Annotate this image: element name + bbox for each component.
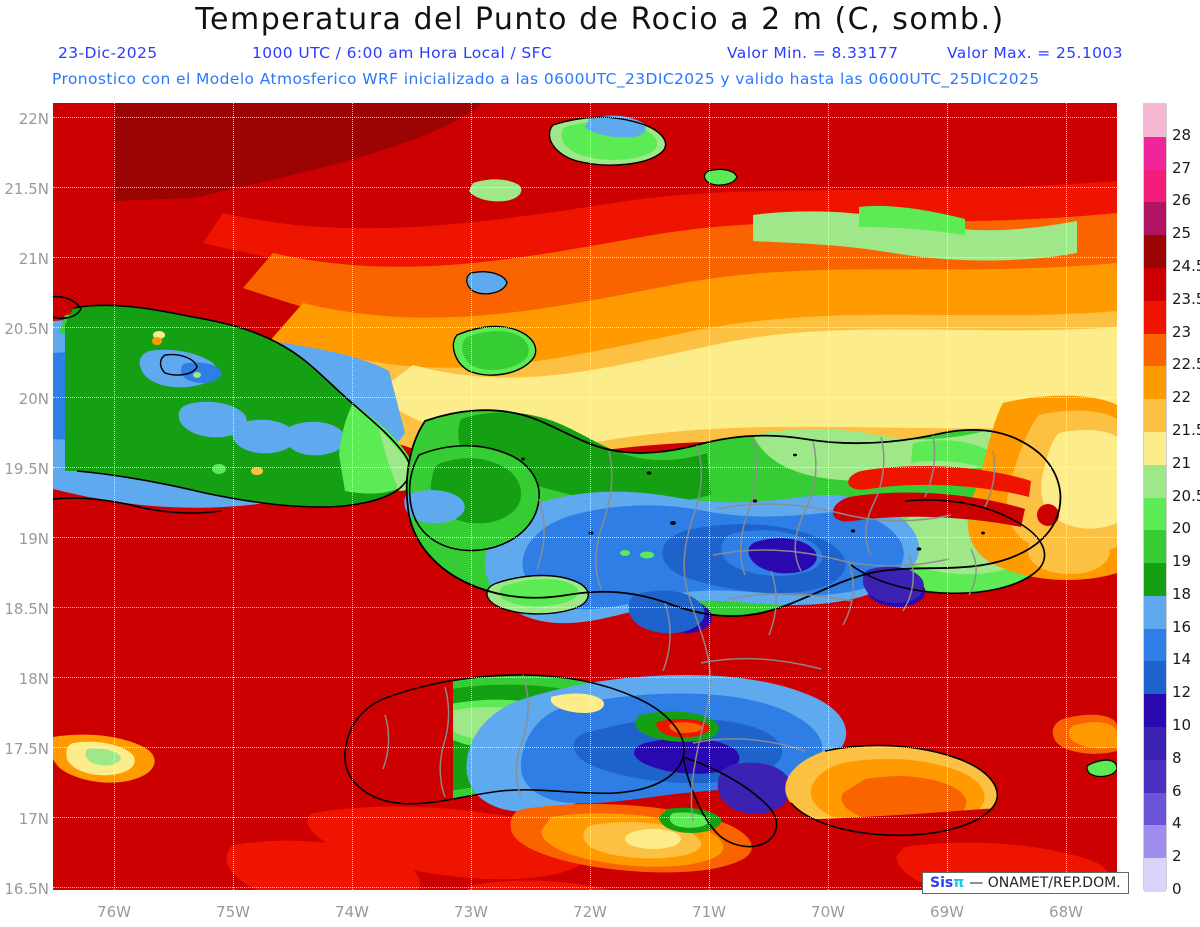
colorbar-band: [1144, 300, 1166, 335]
y-tick-label: 17.5N: [4, 740, 49, 758]
forecast-date: 23-Dic-2025: [58, 44, 158, 62]
colorbar-tick-label: 22.5: [1172, 355, 1200, 374]
y-tick-label: 21N: [18, 250, 49, 268]
colorbar-tick-label: 23: [1172, 322, 1192, 341]
colorbar-band: [1144, 202, 1166, 236]
y-tick-label: 20N: [18, 390, 49, 408]
colorbar-band: [1144, 497, 1166, 531]
colorbar-tick-label: 21: [1172, 453, 1192, 472]
x-tick-label: 75W: [216, 903, 250, 921]
colorbar-tick-label: 26: [1172, 191, 1192, 210]
colorbar-band: [1144, 595, 1166, 630]
y-tick-label: 19N: [18, 530, 49, 548]
y-tick-label: 20.5N: [4, 320, 49, 338]
x-tick-label: 72W: [573, 903, 607, 921]
colorbar-band: [1144, 727, 1166, 761]
colorbar-band: [1144, 563, 1166, 597]
chart-header: Temperatura del Punto de Rocio a 2 m (C,…: [0, 0, 1200, 95]
y-tick-label: 18.5N: [4, 600, 49, 618]
colorbar-band: [1144, 169, 1166, 203]
colorbar-tick-label: 10: [1172, 716, 1192, 735]
colorbar-tick-label: 6: [1172, 781, 1182, 800]
colorbar-band: [1144, 694, 1166, 728]
colorbar-band: [1144, 431, 1166, 466]
colorbar-tick-label: 20: [1172, 519, 1192, 538]
colorbar-tick-label: 16: [1172, 617, 1192, 636]
colorbar-tick-label: 19: [1172, 552, 1192, 571]
x-tick-label: 76W: [97, 903, 131, 921]
logo-pi-icon: π: [953, 875, 965, 891]
y-tick-label: 18N: [18, 670, 49, 688]
colorbar-tick-label: 28: [1172, 125, 1192, 144]
colorbar-tick-label: 18: [1172, 584, 1192, 603]
colorbar-tick-label: 27: [1172, 158, 1192, 177]
colorbar-band: [1144, 366, 1166, 400]
logo-sis-text: Sis: [930, 875, 954, 891]
colorbar-tick-label: 2: [1172, 847, 1182, 866]
x-tick-label: 68W: [1049, 903, 1083, 921]
colorbar-band: [1144, 235, 1166, 269]
colorbar-band: [1144, 399, 1166, 433]
colorbar-tick-label: 14: [1172, 650, 1192, 669]
colorbar-tick-label: 12: [1172, 683, 1192, 702]
colorbar-tick-label: 8: [1172, 748, 1182, 767]
y-tick-label: 16.5N: [4, 880, 49, 898]
colorbar-tick-label: 20.5: [1172, 486, 1200, 505]
y-tick-label: 17N: [18, 810, 49, 828]
colorbar-band: [1144, 759, 1166, 794]
colorbar-tick-label: 23.5: [1172, 289, 1200, 308]
x-tick-label: 74W: [335, 903, 369, 921]
y-tick-label: 21.5N: [4, 180, 49, 198]
x-tick-label: 69W: [930, 903, 964, 921]
logo-org-text: — ONAMET/REP.DOM.: [969, 875, 1121, 891]
colorbar-band: [1144, 661, 1166, 695]
x-tick-label: 71W: [692, 903, 726, 921]
colorbar-tick-label: 25: [1172, 224, 1192, 243]
dewpoint-contour-field: [53, 103, 1117, 890]
colorbar-band: [1144, 136, 1166, 171]
colorbar-tick-label: 22: [1172, 388, 1192, 407]
value-min: Valor Min. = 8.33177: [727, 44, 899, 62]
attribution-logo: Sis π — ONAMET/REP.DOM.: [922, 872, 1129, 894]
colorbar-tick-label: 0: [1172, 880, 1182, 898]
forecast-time: 1000 UTC / 6:00 am Hora Local / SFC: [252, 44, 553, 62]
colorbar-tick-label: 4: [1172, 814, 1182, 833]
colorbar-band: [1144, 104, 1166, 138]
colorbar-tick-label: 24.5: [1172, 256, 1200, 275]
map-plot-area: [53, 103, 1117, 890]
forecast-description: Pronostico con el Modelo Atmosferico WRF…: [52, 70, 1040, 88]
colorbar-band: [1144, 858, 1166, 892]
x-tick-label: 70W: [811, 903, 845, 921]
y-tick-label: 19.5N: [4, 460, 49, 478]
y-tick-label: 22N: [18, 110, 49, 128]
colorbar-band: [1144, 333, 1166, 367]
colorbar-tick-label: 21.5: [1172, 420, 1200, 439]
colorbar: [1143, 103, 1167, 892]
colorbar-band: [1144, 267, 1166, 302]
colorbar-band: [1144, 792, 1166, 827]
colorbar-band: [1144, 628, 1166, 663]
x-tick-label: 73W: [454, 903, 488, 921]
colorbar-band: [1144, 464, 1166, 499]
colorbar-band: [1144, 825, 1166, 859]
colorbar-band: [1144, 530, 1166, 564]
value-max: Valor Max. = 25.1003: [947, 44, 1123, 62]
page-title: Temperatura del Punto de Rocio a 2 m (C,…: [195, 2, 1005, 37]
